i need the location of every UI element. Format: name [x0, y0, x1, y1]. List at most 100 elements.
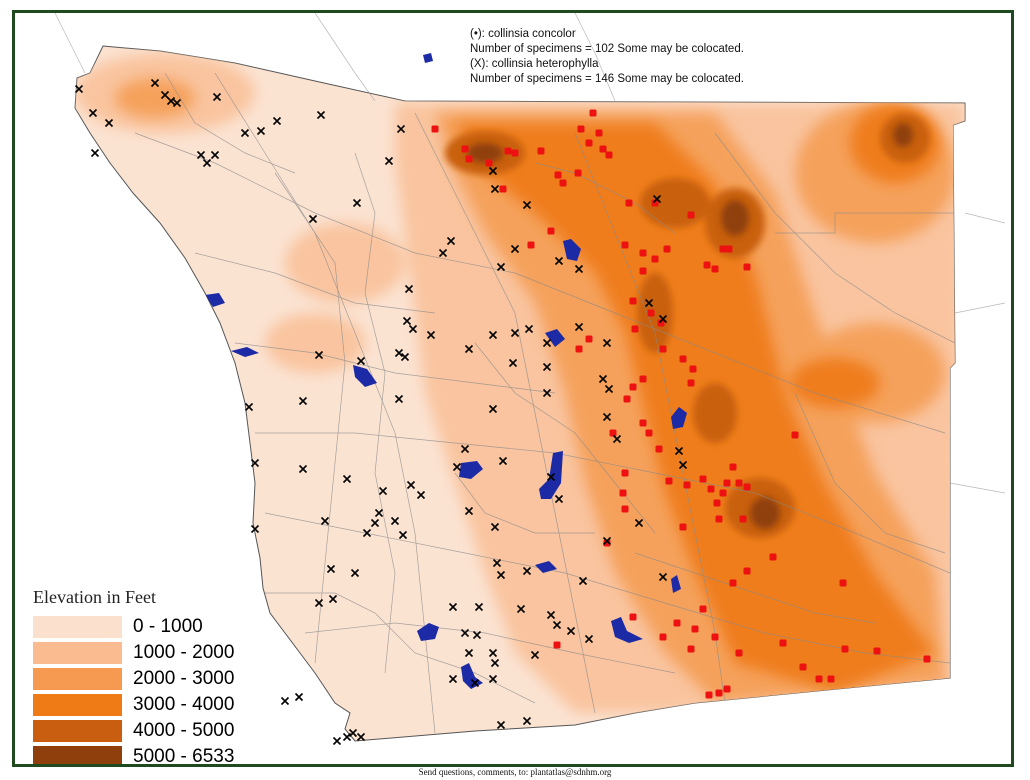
heterophylla-marker: [342, 732, 352, 742]
concolor-marker: [547, 227, 555, 235]
legend-swatch-2: [33, 668, 122, 690]
legend-swatch-4: [33, 720, 122, 742]
concolor-marker: [699, 475, 707, 483]
heterophylla-marker: [374, 508, 384, 518]
concolor-marker: [679, 523, 687, 531]
heterophylla-marker: [370, 518, 380, 528]
concolor-marker: [605, 151, 613, 159]
concolor-marker: [739, 515, 747, 523]
heterophylla-count: Number of specimens = 146 Some may be co…: [470, 73, 744, 85]
heterophylla-marker: [448, 674, 458, 684]
heterophylla-marker: [470, 678, 480, 688]
legend-row-4: 4000 - 5000: [33, 718, 268, 744]
concolor-marker: [723, 685, 731, 693]
legend-label-3: 3000 - 4000: [133, 694, 235, 715]
heterophylla-marker: [404, 284, 414, 294]
concolor-marker: [735, 479, 743, 487]
heterophylla-marker: [542, 388, 552, 398]
concolor-marker: [705, 691, 713, 699]
concolor-marker: [799, 663, 807, 671]
concolor-title: (•): collinsia concolor: [470, 28, 576, 40]
heterophylla-marker: [598, 374, 608, 384]
elevation-legend: Elevation in Feet 0 - 1000 1000 - 2000 2…: [33, 587, 268, 764]
heterophylla-marker: [464, 344, 474, 354]
heterophylla-marker: [490, 658, 500, 668]
concolor-marker: [603, 539, 611, 547]
concolor-marker: [559, 179, 567, 187]
concolor-marker: [511, 149, 519, 157]
heterophylla-marker: [172, 98, 182, 108]
heterophylla-marker: [612, 434, 622, 444]
heterophylla-marker: [314, 350, 324, 360]
heterophylla-marker: [356, 732, 366, 742]
heterophylla-marker: [488, 648, 498, 658]
concolor-marker: [713, 499, 721, 507]
heterophylla-marker: [402, 316, 412, 326]
concolor-marker: [729, 463, 737, 471]
heterophylla-marker: [298, 464, 308, 474]
heterophylla-marker: [356, 356, 366, 366]
legend-swatch-1: [33, 642, 122, 664]
concolor-marker: [665, 477, 673, 485]
concolor-marker: [769, 553, 777, 561]
concolor-marker: [623, 395, 631, 403]
heterophylla-marker: [384, 156, 394, 166]
concolor-marker: [553, 641, 561, 649]
heterophylla-marker: [326, 564, 336, 574]
concolor-marker: [621, 241, 629, 249]
legend-label-1: 1000 - 2000: [133, 642, 235, 663]
concolor-marker: [599, 145, 607, 153]
heterophylla-marker: [644, 298, 654, 308]
concolor-marker: [629, 383, 637, 391]
concolor-marker: [645, 429, 653, 437]
legend-label-4: 4000 - 5000: [133, 720, 235, 741]
concolor-marker: [873, 647, 881, 655]
heterophylla-title: (X): collinsia heterophylla: [470, 58, 599, 70]
concolor-marker: [554, 171, 562, 179]
heterophylla-marker: [452, 462, 462, 472]
heterophylla-marker: [522, 716, 532, 726]
heterophylla-marker: [166, 96, 176, 106]
legend-row-0: 0 - 1000: [33, 614, 268, 640]
concolor-marker: [621, 505, 629, 513]
concolor-marker: [687, 645, 695, 653]
concolor-marker: [575, 345, 583, 353]
heterophylla-marker: [104, 118, 114, 128]
heterophylla-marker: [488, 674, 498, 684]
heterophylla-marker: [602, 412, 612, 422]
footer-contact: Send questions, comments, to: plantatlas…: [418, 767, 612, 777]
concolor-marker: [743, 263, 751, 271]
concolor-marker: [743, 483, 751, 491]
heterophylla-marker: [522, 566, 532, 576]
concolor-marker: [723, 479, 731, 487]
concolor-marker: [639, 375, 647, 383]
heterophylla-marker: [510, 244, 520, 254]
heterophylla-marker: [210, 150, 220, 160]
concolor-marker: [537, 147, 545, 155]
heterophylla-marker: [464, 506, 474, 516]
concolor-marker: [585, 335, 593, 343]
heterophylla-marker: [584, 634, 594, 644]
heterophylla-marker: [362, 528, 372, 538]
heterophylla-marker: [298, 396, 308, 406]
heterophylla-marker: [342, 474, 352, 484]
concolor-marker: [711, 633, 719, 641]
heterophylla-marker: [160, 90, 170, 100]
lake-north: [423, 53, 433, 63]
concolor-marker: [839, 579, 847, 587]
legend-swatch-0: [33, 616, 122, 638]
legend-label-2: 2000 - 3000: [133, 668, 235, 689]
heterophylla-marker: [658, 572, 668, 582]
heterophylla-marker: [272, 116, 282, 126]
heterophylla-marker: [554, 494, 564, 504]
concolor-marker: [679, 355, 687, 363]
heterophylla-marker: [316, 110, 326, 120]
heterophylla-marker: [394, 348, 404, 358]
concolor-marker: [647, 309, 655, 317]
heterophylla-marker: [516, 604, 526, 614]
heterophylla-marker: [530, 650, 540, 660]
concolor-marker: [589, 109, 597, 117]
concolor-marker: [729, 579, 737, 587]
legend-row-2: 2000 - 3000: [33, 666, 268, 692]
concolor-marker: [689, 365, 697, 373]
